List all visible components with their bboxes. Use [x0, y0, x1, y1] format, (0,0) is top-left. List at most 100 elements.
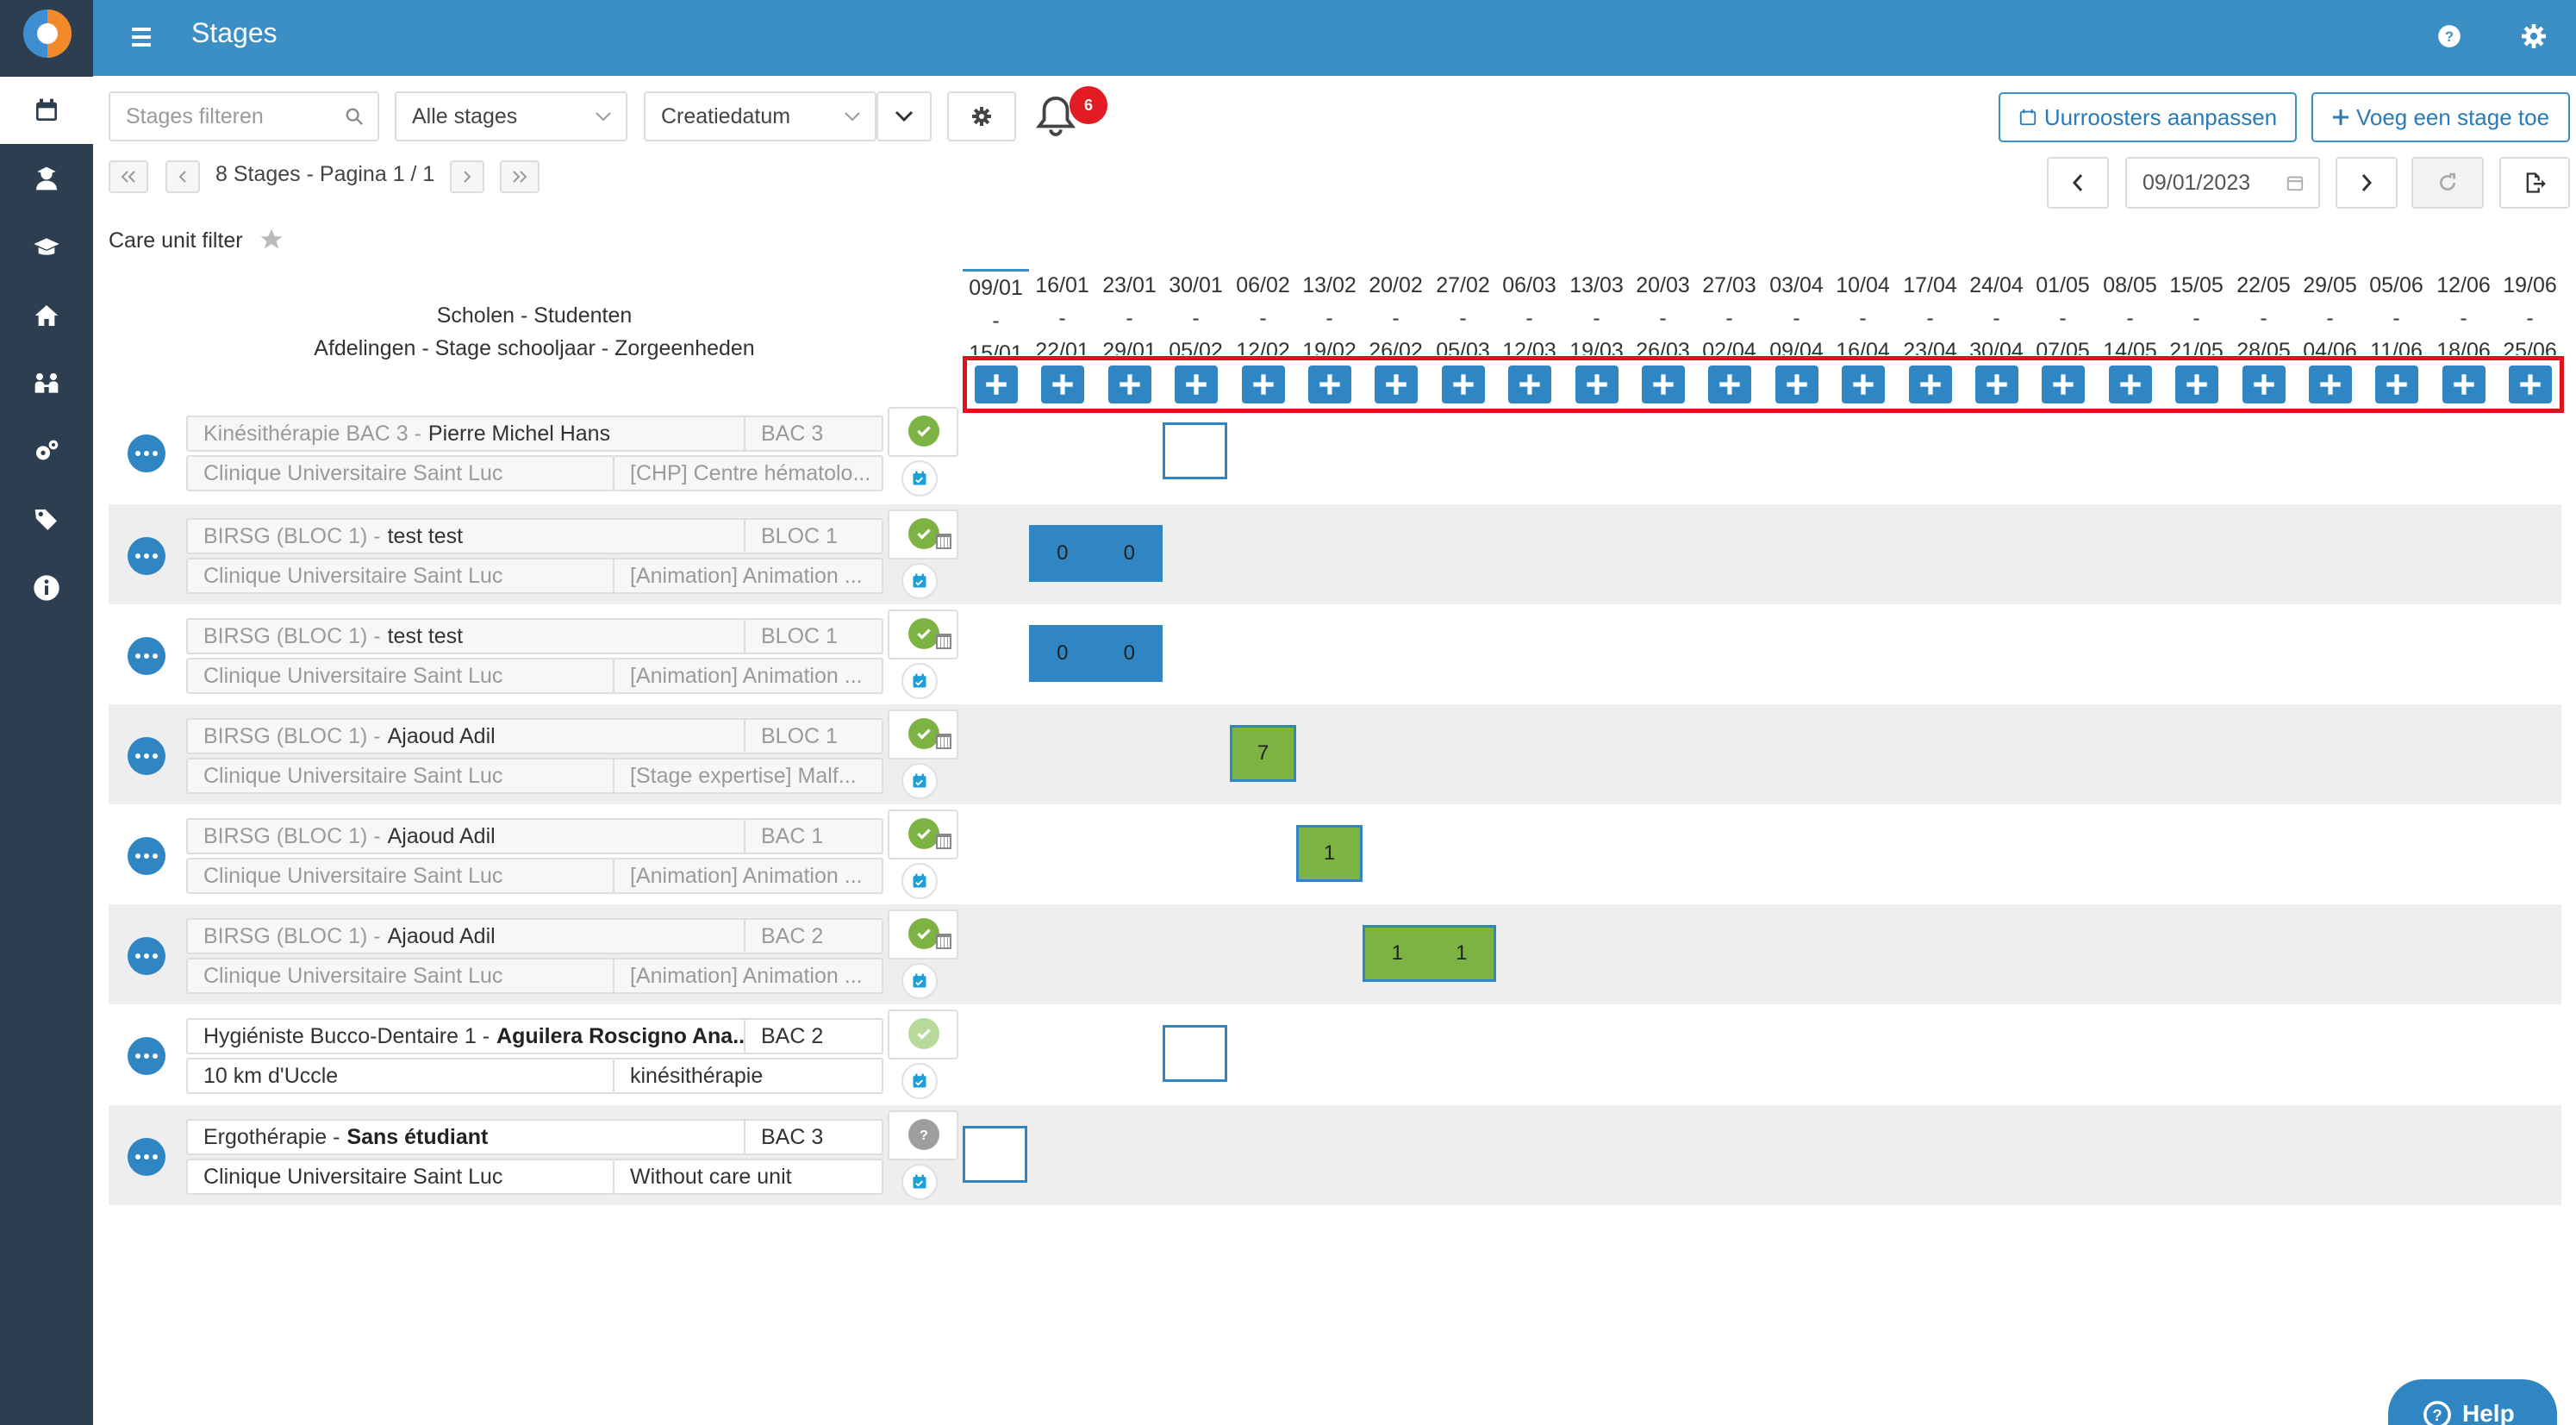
- last-page-button[interactable]: [500, 160, 540, 193]
- search-placeholder: Stages filteren: [126, 103, 264, 128]
- add-week-button[interactable]: [1242, 366, 1285, 403]
- add-week-button[interactable]: [1642, 366, 1685, 403]
- add-week-button[interactable]: [1775, 366, 1818, 403]
- calendar-check-button[interactable]: [901, 563, 938, 599]
- row-actions-button[interactable]: [128, 937, 165, 975]
- add-week-button[interactable]: [1975, 366, 2018, 403]
- planning-cell[interactable]: [1163, 1025, 1227, 1082]
- care-unit-label: [Animation] Animation ...: [630, 863, 863, 888]
- add-week-button[interactable]: [975, 366, 1018, 403]
- status-indicator[interactable]: [888, 509, 958, 559]
- institution-label: Clinique Universitaire Saint Luc: [203, 763, 503, 788]
- row-actions-button[interactable]: [128, 434, 165, 472]
- sort-select[interactable]: Creatiedatum: [644, 91, 876, 141]
- care-unit-filter-label: Care unit filter: [109, 228, 243, 253]
- row-actions-button[interactable]: [128, 1138, 165, 1176]
- row-actions-button[interactable]: [128, 637, 165, 675]
- school-label: Hygiéniste Bucco-Dentaire 1 -: [203, 1023, 490, 1048]
- add-week-button[interactable]: [2109, 366, 2152, 403]
- add-week-button[interactable]: [2309, 366, 2352, 403]
- stage-filter-select[interactable]: Alle stages: [395, 91, 627, 141]
- prev-page-button[interactable]: [165, 160, 200, 193]
- calendar-check-button[interactable]: [901, 1063, 938, 1099]
- status-indicator[interactable]: ?: [888, 1110, 958, 1160]
- next-page-button[interactable]: [450, 160, 484, 193]
- add-week-button[interactable]: [1909, 366, 1952, 403]
- row-actions-button[interactable]: [128, 837, 165, 875]
- calendar-check-button[interactable]: [901, 963, 938, 999]
- add-week-button[interactable]: [1175, 366, 1218, 403]
- export-button[interactable]: [2499, 157, 2570, 209]
- first-page-button[interactable]: [109, 160, 148, 193]
- star-icon[interactable]: [258, 227, 285, 253]
- calendar-check-button[interactable]: [901, 763, 938, 799]
- date-input[interactable]: 09/01/2023: [2125, 157, 2320, 209]
- week-header: 03/04 - 09/04: [1763, 269, 1830, 355]
- menu-icon[interactable]: [132, 22, 156, 52]
- calendar-check-button[interactable]: [901, 663, 938, 699]
- add-stage-button[interactable]: Voeg een stage toe: [2311, 92, 2570, 142]
- info-icon[interactable]: [0, 554, 93, 622]
- add-week-button[interactable]: [1708, 366, 1751, 403]
- planning-cell[interactable]: 1: [1296, 825, 1363, 882]
- add-week-button[interactable]: [2242, 366, 2286, 403]
- add-week-button[interactable]: [2509, 366, 2552, 403]
- status-indicator[interactable]: [888, 609, 958, 659]
- home-icon[interactable]: [0, 282, 93, 349]
- calendar-icon[interactable]: [0, 77, 93, 144]
- add-week-button[interactable]: [2175, 366, 2218, 403]
- help-icon[interactable]: ?: [2432, 19, 2467, 53]
- next-date-button[interactable]: [2336, 157, 2398, 209]
- schedules-button[interactable]: Uurroosters aanpassen: [1999, 92, 2297, 142]
- add-week-button[interactable]: [2375, 366, 2418, 403]
- add-week-button[interactable]: [1842, 366, 1885, 403]
- search-input[interactable]: Stages filteren: [109, 91, 379, 141]
- add-week-button[interactable]: [2442, 366, 2486, 403]
- status-indicator[interactable]: [888, 709, 958, 759]
- planning-cell[interactable]: [963, 1126, 1027, 1183]
- prev-date-button[interactable]: [2047, 157, 2109, 209]
- status-indicator[interactable]: [888, 809, 958, 859]
- double-chevron-right-icon: [513, 171, 527, 183]
- add-week-button[interactable]: [1442, 366, 1485, 403]
- add-week-button[interactable]: [1108, 366, 1151, 403]
- calendar-check-button[interactable]: [901, 1164, 938, 1200]
- status-indicator[interactable]: [888, 1009, 958, 1059]
- calendar-check-button[interactable]: [901, 863, 938, 899]
- planning-cell[interactable]: [1163, 422, 1227, 479]
- stage-row: Hygiéniste Bucco-Dentaire 1 - Aguilera Ro…: [109, 1004, 2561, 1104]
- add-week-button[interactable]: [1375, 366, 1418, 403]
- row-actions-button[interactable]: [128, 537, 165, 575]
- add-week-button[interactable]: [1508, 366, 1551, 403]
- filter-settings-button[interactable]: [947, 91, 1016, 141]
- level-field: BAC 3: [744, 416, 883, 452]
- help-button[interactable]: ? Help: [2388, 1379, 2557, 1425]
- status-indicator[interactable]: [888, 909, 958, 959]
- add-week-button[interactable]: [1041, 366, 1084, 403]
- student-icon[interactable]: [0, 145, 93, 212]
- highlight-box: [963, 356, 2564, 413]
- add-week-button[interactable]: [1575, 366, 1619, 403]
- row-actions-button[interactable]: [128, 737, 165, 775]
- planning-cell[interactable]: 7: [1230, 725, 1296, 782]
- week-end-label: 23/04: [1903, 339, 1957, 355]
- chevron-down-icon: [845, 112, 860, 122]
- add-week-button[interactable]: [1308, 366, 1351, 403]
- sort-direction-button[interactable]: [876, 91, 932, 141]
- status-indicator[interactable]: [888, 407, 958, 457]
- refresh-button[interactable]: [2411, 157, 2484, 209]
- cogs-icon[interactable]: [0, 418, 93, 485]
- graduation-cap-icon[interactable]: [0, 214, 93, 281]
- calendar-check-button[interactable]: [901, 460, 938, 497]
- settings-gear-icon[interactable]: [2517, 19, 2551, 53]
- week-start-label: 20/02: [1369, 273, 1423, 297]
- users-icon[interactable]: [0, 350, 93, 417]
- bell-icon[interactable]: [1036, 95, 1076, 138]
- row-actions-button[interactable]: [128, 1037, 165, 1075]
- add-week-button[interactable]: [2042, 366, 2085, 403]
- export-icon: [2526, 172, 2546, 193]
- tags-icon[interactable]: [0, 486, 93, 553]
